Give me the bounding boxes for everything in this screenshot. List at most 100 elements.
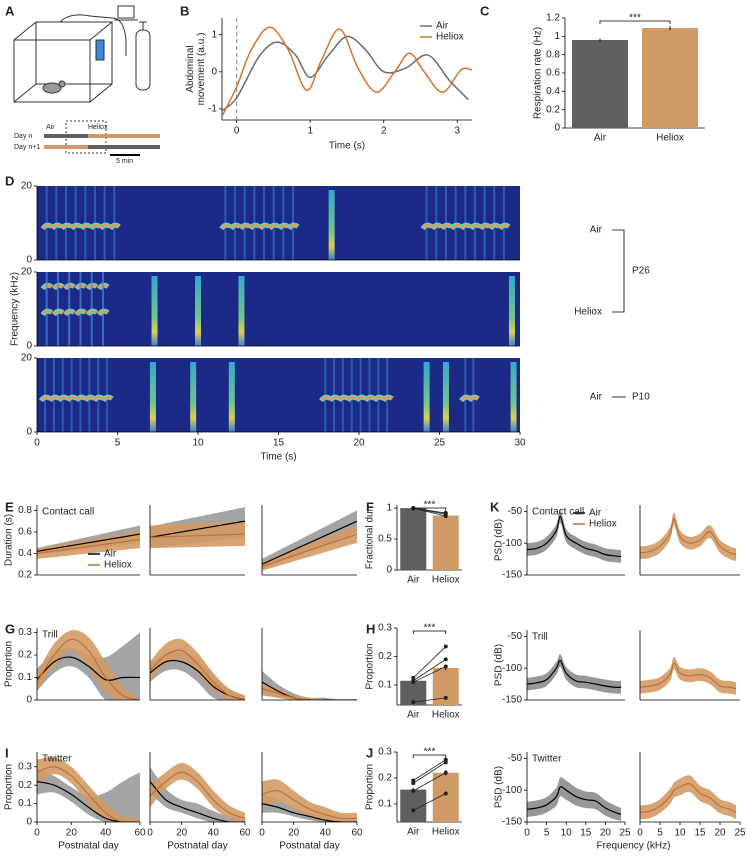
scale-label: 5 min [116,158,133,165]
y-tick-label: 1 [554,31,560,42]
mouse [42,82,62,94]
confidence-band [150,638,245,700]
call [51,224,63,230]
call [249,224,261,230]
significance-bracket [412,507,447,511]
x-tick-label: 40 [320,828,332,839]
y-tick-label: 0.8 [546,49,560,60]
broadband-noise [328,190,335,260]
line [37,533,140,552]
line [37,656,140,681]
y-tick-label: -100 [502,785,522,796]
bar [642,28,698,128]
y-tick-label: 0.2 [18,780,32,791]
bar [572,40,628,128]
y-tick-label: 0.3 [18,761,32,772]
call [75,310,87,316]
call [239,224,251,230]
bar [432,772,459,822]
point [443,644,448,649]
y-tick-label: 0.6 [18,527,32,538]
line [262,789,357,820]
line [150,520,245,538]
x-axis-label: Postnatal day [167,841,228,852]
panel-letter: C [480,3,490,18]
call [460,224,471,230]
legend-label: Heliox [436,32,464,43]
pair-line [413,507,446,515]
laptop [117,5,135,19]
significance-label: *** [424,747,436,758]
broadband-noise [508,276,515,346]
confidence-band [262,525,357,571]
pair-line [413,772,446,792]
y-tick-label: 0.2 [378,773,392,784]
call [470,224,481,230]
x-tick-label: 10 [674,828,686,839]
bar-heliox [88,134,160,138]
x-tick-label: 15 [580,828,592,839]
panel-letter: F [366,499,374,514]
call [41,224,53,230]
group-label: P10 [632,392,650,403]
call [489,224,500,230]
annotation: Twitter [42,754,72,765]
call [259,224,270,230]
y-tick-label: 20 [21,181,33,192]
y-tick-label: -50 [508,506,523,517]
broadband-noise [151,276,158,346]
call [382,396,393,402]
y-axis-label: Proportion [365,643,376,689]
point [443,760,448,765]
point [443,512,448,517]
sensor [95,39,105,61]
bar-air [88,145,160,149]
y-axis-label: PSD (dB) [494,519,505,561]
annotation: Trill [42,630,58,641]
point [443,770,448,775]
pair-line [413,759,446,781]
line [150,771,245,819]
broadband-noise [190,362,197,432]
x-tick-label: 30 [514,438,526,449]
call [421,224,433,230]
broadband-noise [238,276,245,346]
confidence-band [527,777,622,821]
x-tick-label: 25 [619,828,631,839]
call [498,224,510,230]
mouse-head [58,80,66,88]
y-tick-label: 0.2 [18,650,32,661]
call [61,224,72,230]
x-tick-label: 10 [192,438,204,449]
line [150,533,245,538]
y-tick-label: -150 [502,695,522,706]
line [262,533,357,567]
panel-letter: J [366,745,373,760]
y-axis-label: Fractional dur. [365,506,376,569]
y-tick-label: 0 [26,341,32,352]
y-tick-label: 20 [21,353,33,364]
line [222,26,472,117]
x-axis-label: Time (s) [329,141,365,152]
significance-bracket [412,754,447,758]
x-tick-label: 20 [66,828,78,839]
y-tick-label: 1 [211,29,217,40]
x-tick-label: 0 [234,126,240,137]
x-tick-label: 0 [34,828,40,839]
cage [13,21,114,103]
line [262,688,357,700]
point [443,664,448,669]
spectrogram-background [37,358,520,432]
confidence-band [527,654,622,694]
y-tick-label: 0.3 [18,627,32,638]
x-tick-label: 15 [273,438,285,449]
call [90,224,101,230]
call [41,310,53,316]
x-tick-label: 20 [353,438,365,449]
x-tick-label: 60 [239,828,251,839]
panel-letter: D [5,173,14,188]
x-tick-label: 20 [176,828,188,839]
x-tick-label: Air [407,827,420,838]
point [411,781,416,786]
bar [432,515,459,570]
